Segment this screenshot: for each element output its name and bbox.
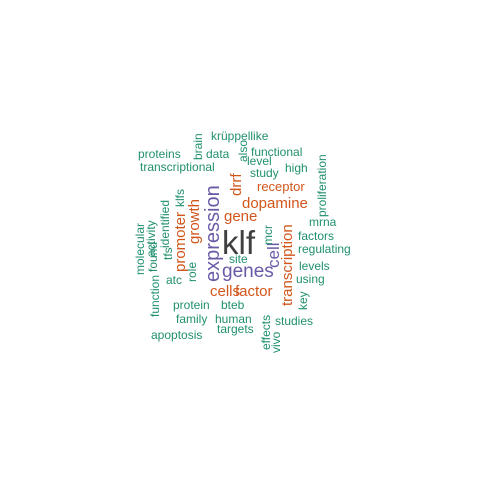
word-tfs: tfs <box>161 247 175 260</box>
word-gene: gene <box>224 208 258 225</box>
word-found: found <box>146 241 160 272</box>
word-proliferation: proliferation <box>315 154 329 217</box>
word-study: study <box>250 166 279 180</box>
word-atc: atc <box>166 273 183 287</box>
word-transcriptional: transcriptional <box>140 160 215 174</box>
word-genes: genes <box>222 261 274 282</box>
word-expression: expression <box>202 185 224 282</box>
word-family: family <box>176 312 208 326</box>
word-targets: targets <box>217 322 254 336</box>
word-data: data <box>206 147 230 161</box>
word-drrf: drrf <box>228 173 245 197</box>
word-mrna: mrna <box>309 215 337 229</box>
word-receptor: receptor <box>257 179 305 194</box>
word-identified: identified <box>158 199 172 248</box>
word-levels: levels <box>299 259 330 273</box>
word-kruppellike: krüppellike <box>211 129 269 143</box>
word-protein: protein <box>173 298 210 312</box>
word-human: human <box>215 312 252 326</box>
word-level: level <box>247 154 272 168</box>
word-transcription: transcription <box>279 224 296 306</box>
word-proteins: proteins <box>138 147 181 161</box>
word-cells: cells <box>210 283 241 300</box>
word-vivo: vivo <box>269 331 283 353</box>
word-klfs: klfs <box>173 189 187 207</box>
word-klf: klf <box>222 224 255 261</box>
word-role: role <box>185 261 199 282</box>
word-using: using <box>296 272 325 286</box>
word-growth: growth <box>186 198 203 244</box>
word-brain: brain <box>191 133 205 160</box>
word-regulating: regulating <box>298 242 351 256</box>
word-key: key <box>296 291 310 310</box>
word-molecular: molecular <box>133 222 147 275</box>
word-factor: factor <box>235 283 273 300</box>
word-dopamine: dopamine <box>242 195 308 212</box>
word-functional: functional <box>251 145 303 159</box>
word-mcr: mcr <box>261 225 275 245</box>
word-factors: factors <box>298 229 335 243</box>
word-function: function <box>148 274 162 317</box>
word-bteb: bteb <box>221 298 245 312</box>
word-studies: studies <box>275 314 314 328</box>
word-apoptosis: apoptosis <box>151 328 203 342</box>
word-site: site <box>229 252 248 266</box>
word-high: high <box>285 161 308 175</box>
